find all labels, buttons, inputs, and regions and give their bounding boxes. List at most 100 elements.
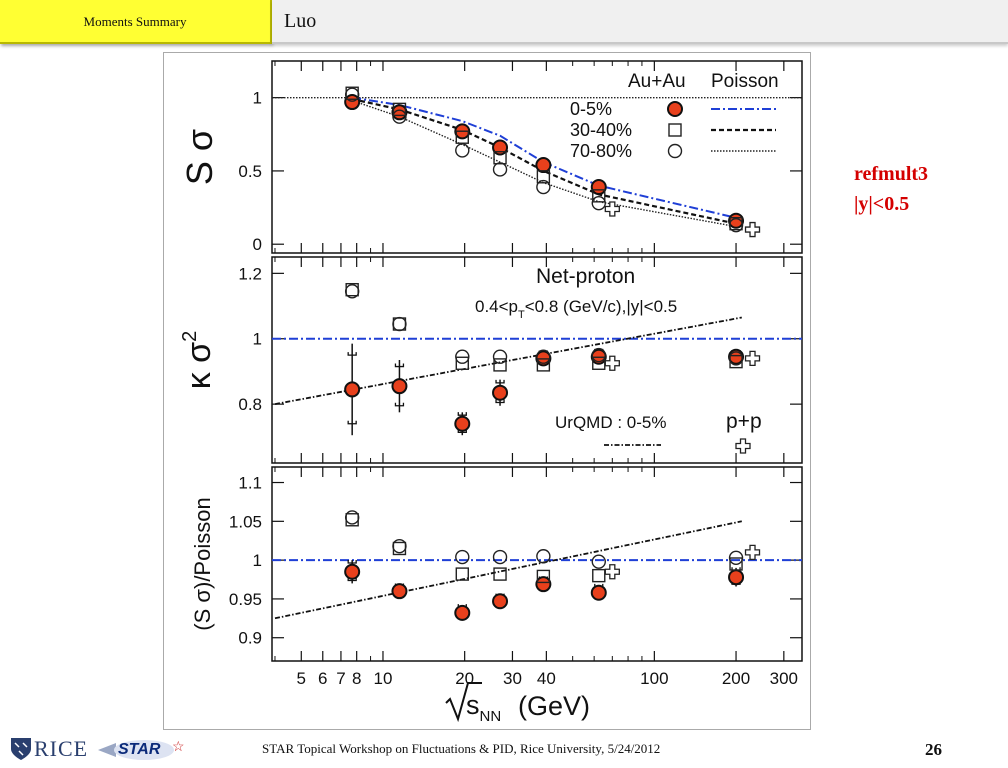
pp-legend-marker bbox=[735, 438, 751, 454]
x-tick-label: 20 bbox=[455, 669, 474, 688]
data-point bbox=[344, 510, 360, 525]
data-point bbox=[344, 563, 361, 580]
data-point bbox=[493, 151, 507, 165]
y-tick-label: 0.8 bbox=[238, 395, 262, 414]
x-tick-label: 5 bbox=[297, 669, 306, 688]
data-point bbox=[744, 221, 761, 238]
y-axis-label: S σ bbox=[179, 129, 220, 185]
y-tick-label: 0 bbox=[253, 235, 262, 254]
data-point bbox=[590, 179, 607, 196]
rice-logo: RICE bbox=[34, 736, 89, 761]
data-point bbox=[391, 583, 408, 600]
curve-70-80-poisson bbox=[351, 99, 737, 228]
data-point bbox=[535, 576, 552, 593]
data-point bbox=[392, 538, 407, 554]
annotation-urqmd: UrQMD : 0-5% bbox=[555, 413, 666, 432]
curve-urqmd-0-5 bbox=[274, 316, 742, 405]
data-point bbox=[454, 415, 471, 432]
x-tick-label: 10 bbox=[374, 669, 393, 688]
legend-marker bbox=[667, 101, 683, 117]
data-point bbox=[590, 584, 607, 601]
legend-label: 0-5% bbox=[570, 99, 612, 119]
data-point bbox=[392, 102, 407, 117]
data-point bbox=[535, 157, 552, 174]
data-point bbox=[455, 356, 469, 370]
x-tick-label: 30 bbox=[503, 669, 522, 688]
x-tick-label: 6 bbox=[318, 669, 327, 688]
data-point bbox=[344, 381, 361, 398]
star-logo: STAR bbox=[118, 741, 161, 758]
section-tab-label: Moments Summary bbox=[83, 14, 187, 29]
series-30-40 bbox=[345, 86, 743, 231]
legend-header-right: Poisson bbox=[711, 71, 779, 92]
data-point bbox=[344, 94, 361, 111]
x-tick-label: 7 bbox=[336, 669, 345, 688]
series-p-p bbox=[604, 201, 761, 238]
series-p-p bbox=[604, 350, 761, 371]
y-axis-label: κ σ2 bbox=[179, 331, 218, 390]
x-axis-labels: 5 6 7 8 10 20 30 40 100 200 300 sNN (GeV) bbox=[297, 669, 798, 725]
sys-bracket bbox=[347, 352, 357, 356]
data-point bbox=[536, 170, 551, 184]
sys-bracket bbox=[457, 412, 467, 416]
moments-chart: 0 0.5 1 S σ Au+Au Poisson 0-5%30-40%70-80% 0.8 1… bbox=[179, 60, 803, 725]
y-tick-label: 0.5 bbox=[238, 162, 262, 181]
side-note-line2: |y|<0.5 bbox=[854, 193, 910, 215]
data-point bbox=[604, 201, 620, 217]
data-point bbox=[592, 568, 606, 583]
data-point bbox=[492, 162, 508, 177]
moments-figure: 0 0.5 1 S σ Au+Au Poisson 0-5% 30-40% 70-80% 0.8 1… bbox=[163, 52, 811, 730]
sys-bracket bbox=[394, 402, 405, 407]
y-tick-label: 1.05 bbox=[229, 512, 262, 531]
star-icon: ☆ bbox=[172, 740, 185, 755]
series-70-80 bbox=[344, 510, 744, 569]
data-point bbox=[392, 109, 407, 124]
data-point bbox=[728, 217, 744, 233]
side-note-line1: refmult3 bbox=[854, 163, 929, 185]
sys-bracket bbox=[347, 560, 357, 564]
y-tick-label: 1 bbox=[253, 551, 262, 570]
x-tick-label: 100 bbox=[640, 669, 668, 688]
annotation-pt-sub: T bbox=[518, 309, 525, 321]
data-point bbox=[492, 549, 508, 565]
data-point bbox=[391, 378, 408, 395]
sqrt-symbol bbox=[445, 682, 482, 723]
data-point bbox=[454, 604, 471, 621]
title-bar bbox=[272, 0, 1008, 44]
sys-bracket bbox=[394, 363, 405, 368]
y-tick-label: 1.1 bbox=[238, 474, 262, 493]
legend-header-left: Au+Au bbox=[628, 71, 686, 92]
data-point bbox=[492, 349, 508, 364]
data-point bbox=[493, 358, 507, 372]
series-70-80 bbox=[344, 87, 744, 233]
data-point bbox=[536, 569, 551, 584]
x-tick-label: 200 bbox=[722, 669, 750, 688]
section-tab[interactable]: Moments Summary bbox=[0, 0, 272, 44]
y-tick-label: 1 bbox=[253, 89, 262, 108]
legend-marker bbox=[667, 143, 683, 159]
panel-frame bbox=[271, 466, 803, 662]
x-axis-sub: NN bbox=[480, 708, 502, 725]
data-point bbox=[455, 349, 470, 364]
data-point bbox=[604, 355, 620, 371]
data-point bbox=[744, 350, 761, 367]
data-point bbox=[591, 195, 606, 211]
rice-shield-icon bbox=[11, 738, 31, 760]
data-point bbox=[604, 564, 620, 580]
x-tick-label: 8 bbox=[352, 669, 361, 688]
x-axis-sqrt-s: sNN bbox=[466, 690, 501, 725]
data-point bbox=[492, 593, 509, 610]
legend-label: 30-40% bbox=[570, 120, 632, 140]
panel-s_sigma: 0 0.5 1 S σ Au+Au Poisson 0-5%30-40%70-80% bbox=[179, 60, 803, 254]
data-point bbox=[455, 549, 470, 565]
data-point bbox=[492, 384, 509, 401]
page-number: 26 bbox=[925, 740, 942, 759]
sys-bracket bbox=[457, 429, 467, 433]
sys-bracket bbox=[495, 379, 505, 384]
curve-urqmd-0-5 bbox=[274, 520, 742, 620]
y-tick-label: 0.95 bbox=[229, 590, 262, 609]
series-70-80 bbox=[344, 284, 744, 366]
legend-label: 70-80% bbox=[570, 141, 632, 161]
sys-bracket bbox=[495, 399, 505, 404]
